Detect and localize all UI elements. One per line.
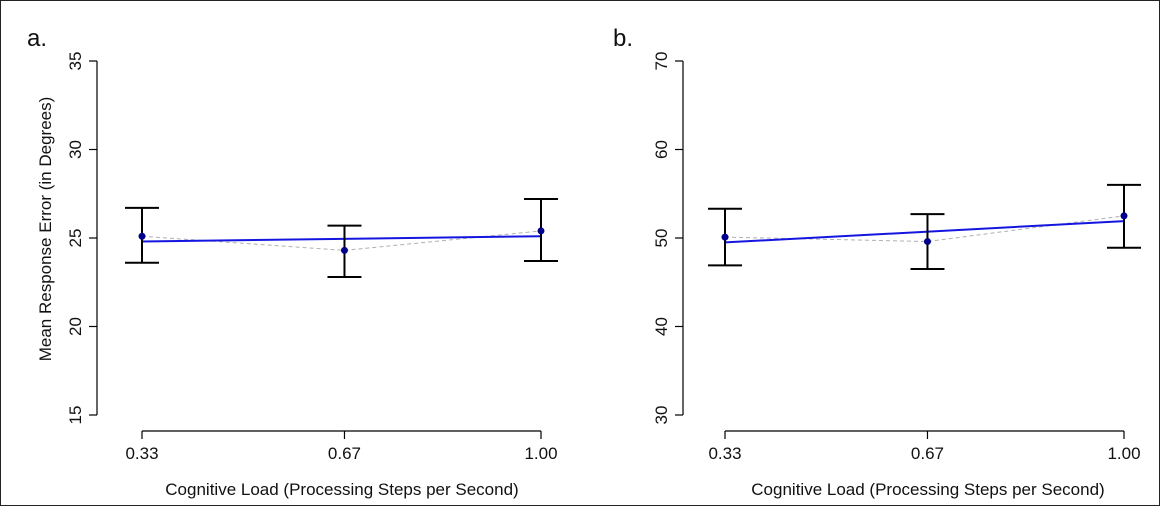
- data-point: [923, 238, 931, 246]
- y-tick-label: 35: [66, 52, 85, 71]
- fit-line: [724, 220, 1125, 244]
- panel-a: a. Mean Response Error (in Degrees) Cogn…: [27, 25, 558, 499]
- x-tick-label: 0.67: [911, 444, 944, 463]
- data-point: [1120, 212, 1128, 220]
- y-tick-label: 25: [66, 229, 85, 248]
- y-tick-label: 40: [652, 317, 671, 336]
- y-tick-label: 60: [652, 140, 671, 159]
- data-point: [537, 227, 545, 235]
- fit-line: [141, 235, 542, 243]
- y-tick-label: 50: [652, 229, 671, 248]
- x-tick-label: 0.67: [328, 444, 361, 463]
- x-tick-label: 1.00: [524, 444, 557, 463]
- x-axis-title: Cognitive Load (Processing Steps per Sec…: [165, 480, 518, 499]
- y-tick-label: 15: [66, 406, 85, 425]
- data-point: [721, 233, 729, 241]
- data-point: [340, 246, 348, 254]
- y-tick-label: 70: [652, 52, 671, 71]
- mean-connector-line: [724, 215, 1125, 243]
- x-tick-label: 0.33: [708, 444, 741, 463]
- panel-b: b. Cognitive Load (Processing Steps per …: [613, 25, 1141, 499]
- data-point: [138, 232, 146, 240]
- x-tick-label: 1.00: [1107, 444, 1140, 463]
- x-tick-label: 0.33: [125, 444, 158, 463]
- plot-area: 15 20 25 30 35 0.33 0.67 1.00: [66, 52, 558, 463]
- panel-label: b.: [613, 25, 633, 52]
- y-tick-label: 30: [652, 406, 671, 425]
- panel-label: a.: [27, 25, 47, 52]
- x-axis-title: Cognitive Load (Processing Steps per Sec…: [751, 480, 1104, 499]
- y-axis-title: Mean Response Error (in Degrees): [36, 97, 55, 362]
- plot-area: 30 40 50 60 70 0.33 0.67 1.00: [652, 52, 1141, 463]
- y-tick-label: 30: [66, 140, 85, 159]
- y-tick-label: 20: [66, 317, 85, 336]
